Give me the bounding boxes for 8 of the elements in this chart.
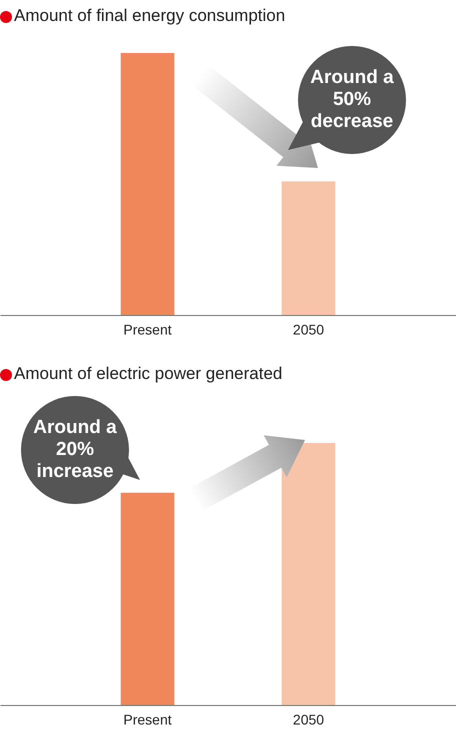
x-tick-label: Present: [123, 712, 172, 728]
annotation: Around a 20% increase: [32, 417, 118, 483]
chart-title: Amount of electric power generated: [14, 364, 282, 384]
chart-title: Amount of final energy consumption: [14, 6, 286, 26]
x-tick-label: 2050: [292, 322, 324, 338]
x-tick-label: 2050: [292, 712, 324, 728]
x-tick-label: Present: [123, 322, 172, 338]
annotation: Around a 50% decrease: [309, 67, 395, 133]
